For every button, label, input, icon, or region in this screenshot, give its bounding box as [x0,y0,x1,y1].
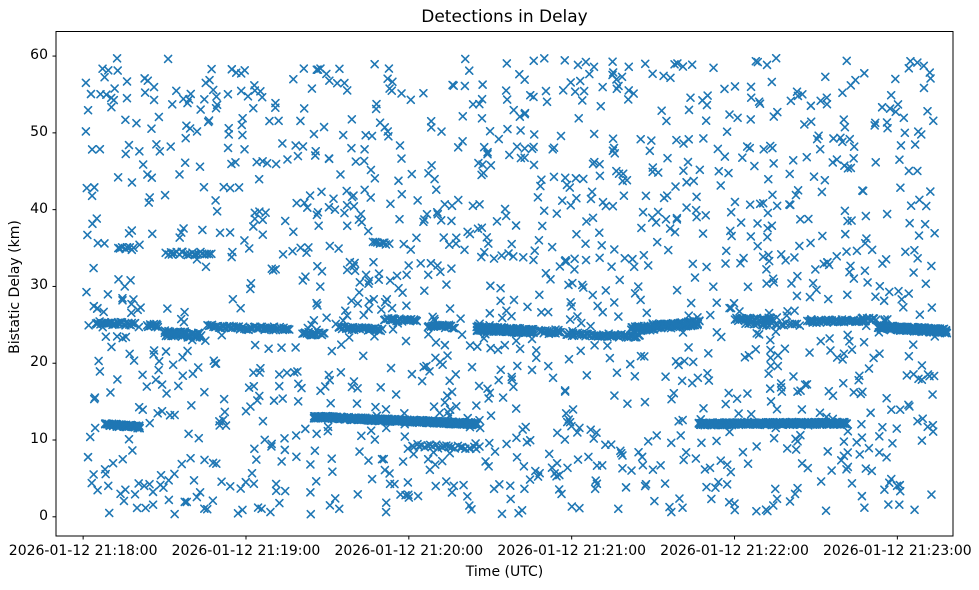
x-axis-label: Time (UTC) [465,564,544,580]
y-tick-label: 30 [30,277,48,294]
x-tick-label: 2026-01-12 21:20:00 [334,543,484,559]
y-tick-label: 20 [30,354,48,371]
x-tick-label: 2026-01-12 21:18:00 [8,543,158,559]
y-tick-label: 0 [39,507,48,524]
x-tick-label: 2026-01-12 21:21:00 [497,543,647,559]
y-tick-label: 40 [30,200,48,217]
x-tick-label: 2026-01-12 21:22:00 [660,543,809,559]
chart-title: Detections in Delay [421,7,588,27]
y-tick-label: 60 [30,47,48,64]
x-tick-label: 2026-01-12 21:19:00 [171,543,321,559]
x-tick-label: 2026-01-12 21:23:00 [823,543,972,559]
y-tick-label: 10 [30,431,48,447]
y-tick-label: 50 [30,123,48,140]
